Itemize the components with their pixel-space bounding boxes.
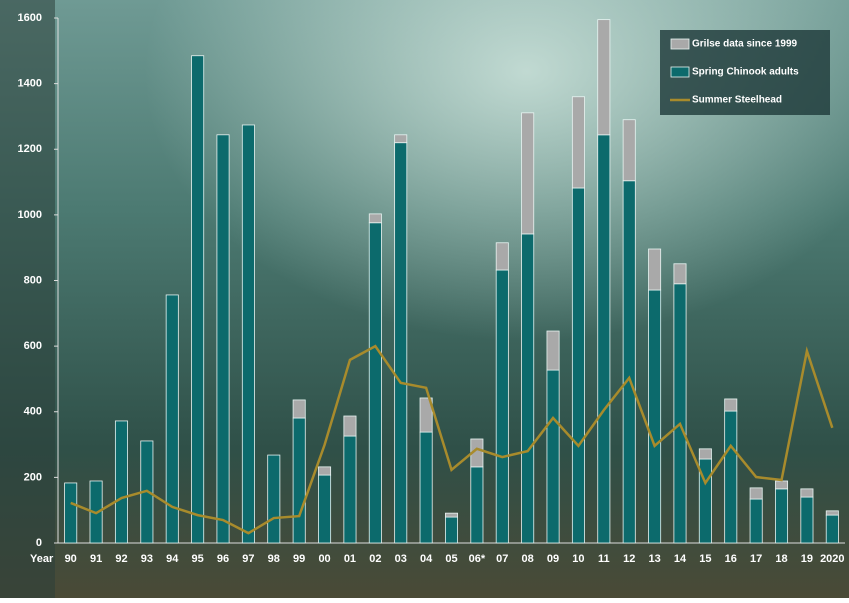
bar bbox=[572, 188, 584, 543]
bar bbox=[318, 467, 330, 475]
legend-label: Grilse data since 1999 bbox=[692, 39, 798, 50]
x-tick-label: 17 bbox=[750, 553, 762, 565]
bar bbox=[395, 143, 407, 543]
x-tick-label: 19 bbox=[801, 553, 813, 565]
bar bbox=[775, 481, 787, 489]
x-tick-label: 08 bbox=[522, 553, 534, 565]
bar bbox=[674, 284, 686, 543]
x-tick-label: 00 bbox=[318, 553, 330, 565]
y-tick-label: 1000 bbox=[18, 209, 42, 221]
x-tick-label: 02 bbox=[369, 553, 381, 565]
x-tick-label: 10 bbox=[572, 553, 584, 565]
x-tick-label: 07 bbox=[496, 553, 508, 565]
bar bbox=[445, 513, 457, 517]
bar bbox=[801, 489, 813, 497]
x-tick-label: 92 bbox=[115, 553, 127, 565]
bar bbox=[801, 497, 813, 543]
bar bbox=[649, 249, 661, 290]
bar bbox=[344, 416, 356, 436]
bar bbox=[445, 517, 457, 543]
x-tick-label: 18 bbox=[775, 553, 787, 565]
left-shade bbox=[0, 0, 55, 598]
bar bbox=[598, 20, 610, 135]
bar bbox=[268, 455, 280, 543]
bar bbox=[395, 135, 407, 143]
x-tick-label: 04 bbox=[420, 553, 433, 565]
y-tick-label: 200 bbox=[24, 471, 42, 483]
bar bbox=[496, 243, 508, 270]
bar bbox=[344, 436, 356, 543]
bar bbox=[192, 56, 204, 543]
bar bbox=[725, 399, 737, 411]
y-tick-label: 400 bbox=[24, 406, 42, 418]
x-axis-label: Year bbox=[30, 553, 54, 565]
x-tick-label: 93 bbox=[141, 553, 153, 565]
bar bbox=[725, 411, 737, 543]
x-tick-label: 03 bbox=[395, 553, 407, 565]
bar bbox=[547, 370, 559, 543]
x-tick-label: 15 bbox=[699, 553, 711, 565]
bar bbox=[750, 488, 762, 499]
bar bbox=[547, 331, 559, 370]
x-tick-label: 11 bbox=[598, 553, 610, 565]
x-tick-label: 90 bbox=[65, 553, 77, 565]
bar bbox=[699, 449, 711, 459]
bar bbox=[293, 418, 305, 543]
x-tick-label: 95 bbox=[192, 553, 204, 565]
bar bbox=[217, 135, 229, 543]
bar bbox=[242, 125, 254, 543]
bar bbox=[496, 270, 508, 543]
bar bbox=[471, 467, 483, 543]
bar bbox=[750, 499, 762, 543]
x-tick-label: 94 bbox=[166, 553, 179, 565]
bar bbox=[623, 181, 635, 543]
y-tick-label: 0 bbox=[36, 537, 42, 549]
x-tick-label: 09 bbox=[547, 553, 559, 565]
x-tick-label: 99 bbox=[293, 553, 305, 565]
x-tick-label: 01 bbox=[344, 553, 356, 565]
x-tick-label: 16 bbox=[725, 553, 737, 565]
bar bbox=[522, 234, 534, 543]
bar bbox=[775, 489, 787, 543]
bar bbox=[598, 135, 610, 543]
bar bbox=[293, 400, 305, 418]
bar bbox=[826, 511, 838, 515]
y-tick-label: 1200 bbox=[18, 143, 42, 155]
bar bbox=[572, 97, 584, 188]
bar bbox=[826, 515, 838, 543]
bar bbox=[649, 290, 661, 543]
bar bbox=[522, 113, 534, 234]
bar bbox=[115, 421, 127, 543]
y-tick-label: 800 bbox=[24, 274, 42, 286]
x-tick-label: 14 bbox=[674, 553, 687, 565]
bar bbox=[369, 223, 381, 543]
legend-swatch bbox=[671, 39, 689, 49]
x-tick-label: 96 bbox=[217, 553, 229, 565]
x-tick-label: 97 bbox=[242, 553, 254, 565]
y-tick-label: 1400 bbox=[18, 78, 42, 90]
bar bbox=[318, 475, 330, 543]
x-tick-label: 12 bbox=[623, 553, 635, 565]
bar bbox=[65, 483, 77, 543]
legend-label: Summer Steelhead bbox=[692, 95, 782, 106]
x-tick-label: 06* bbox=[469, 553, 486, 565]
chart: 02004006008001000120014001600Year9091929… bbox=[0, 0, 849, 598]
bar bbox=[369, 214, 381, 223]
x-tick-label: 05 bbox=[445, 553, 457, 565]
x-tick-label: 91 bbox=[90, 553, 102, 565]
x-tick-label: 2020 bbox=[820, 553, 844, 565]
x-tick-label: 98 bbox=[268, 553, 280, 565]
y-tick-label: 1600 bbox=[18, 12, 42, 24]
legend-label: Spring Chinook adults bbox=[692, 67, 799, 78]
legend-swatch bbox=[671, 67, 689, 77]
y-tick-label: 600 bbox=[24, 340, 42, 352]
bar bbox=[420, 432, 432, 543]
bar bbox=[674, 264, 686, 284]
x-tick-label: 13 bbox=[648, 553, 660, 565]
bar bbox=[623, 120, 635, 181]
